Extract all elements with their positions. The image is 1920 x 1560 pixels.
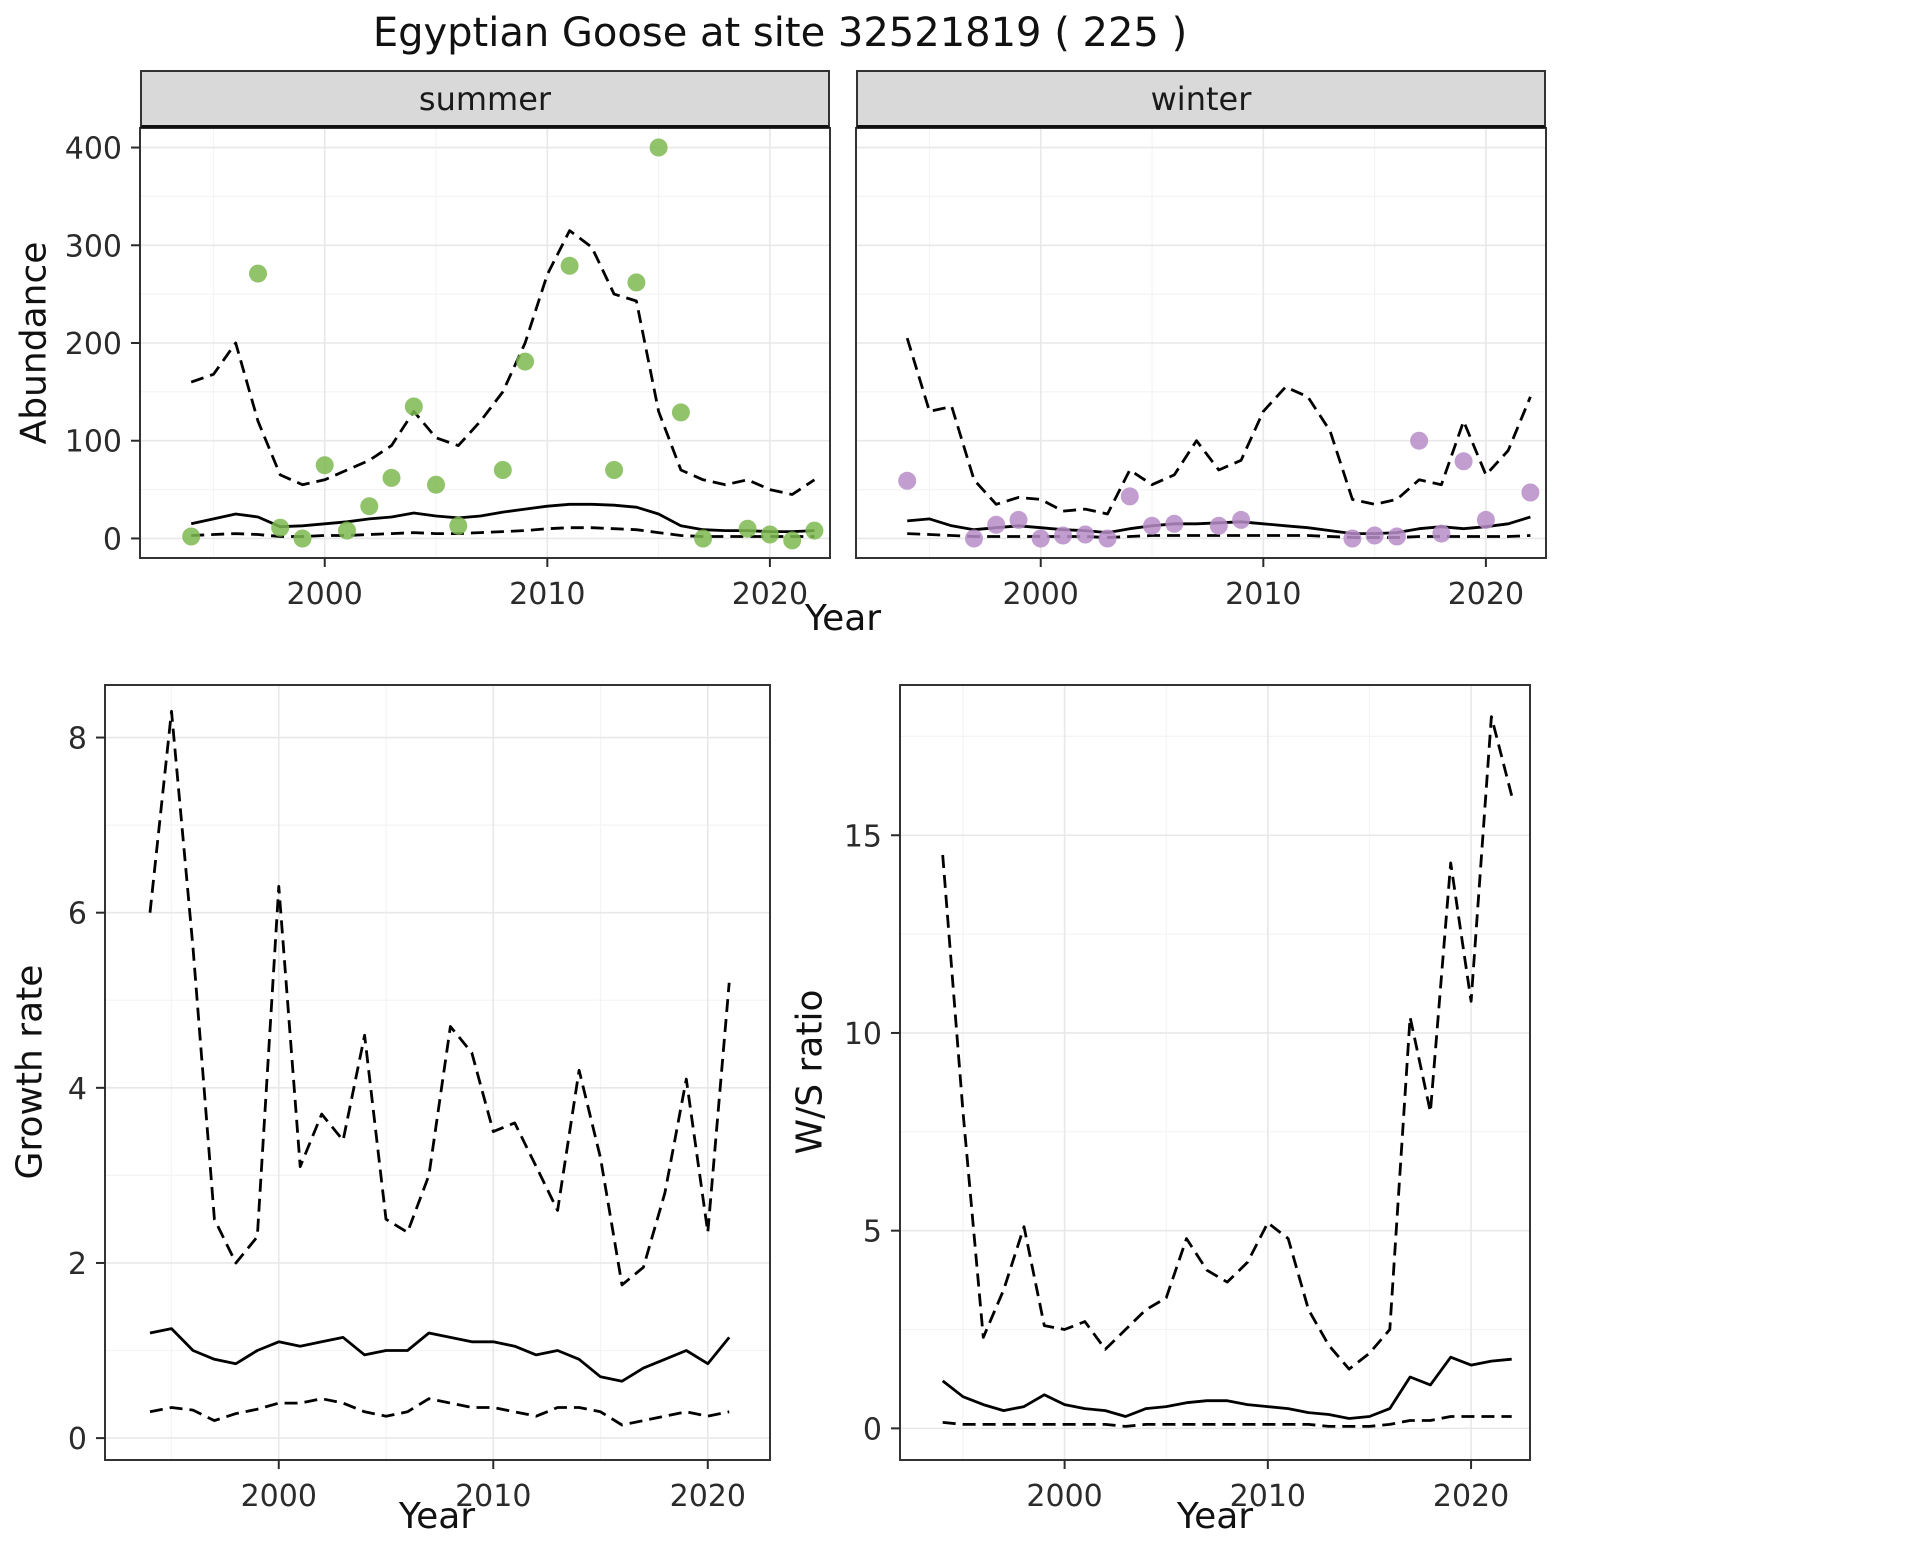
data-point xyxy=(760,525,779,544)
x-tick-label: 2010 xyxy=(1230,1479,1306,1514)
data-point xyxy=(1009,510,1028,529)
data-point xyxy=(1454,452,1473,471)
panel-growth-rate: 2000 2010 2020 0 2 4 6 8 xyxy=(68,684,771,1514)
data-point xyxy=(293,529,312,548)
panel-abundance-winter: 2000 2010 2020 xyxy=(855,127,1547,612)
x-tick-label: 2000 xyxy=(1026,1479,1102,1514)
y-tick-label: 0 xyxy=(68,1422,87,1457)
x-tick-label: 2000 xyxy=(241,1479,317,1514)
data-point xyxy=(1031,529,1050,548)
x-tick-label: 2020 xyxy=(732,577,808,612)
y-axis-label-growth-rate: Growth rate xyxy=(9,964,51,1180)
data-point xyxy=(1432,524,1451,543)
data-point xyxy=(1343,529,1362,548)
upper-ci-line xyxy=(905,337,1532,516)
y-tick-label: 300 xyxy=(65,229,122,264)
y-tick-label: 100 xyxy=(65,425,122,460)
data-point xyxy=(249,264,267,283)
data-point xyxy=(1143,516,1161,535)
data-point xyxy=(1521,483,1540,502)
data-point xyxy=(338,521,356,540)
y-axis-label-abundance: Abundance xyxy=(13,241,55,445)
data-point xyxy=(182,527,201,546)
data-point xyxy=(1098,529,1117,548)
data-point xyxy=(694,529,713,548)
data-point xyxy=(605,461,624,479)
y-tick-label: 0 xyxy=(863,1412,882,1447)
data-point xyxy=(1165,514,1184,533)
data-point xyxy=(493,461,512,479)
data-point xyxy=(516,352,535,371)
data-point xyxy=(1232,510,1251,529)
x-tick-label: 2010 xyxy=(455,1479,531,1514)
y-tick-label: 5 xyxy=(863,1215,882,1250)
upper-ci-line xyxy=(941,715,1514,1371)
x-tick-label: 2000 xyxy=(287,577,363,612)
panel-abundance-summer: 2000 2010 2020 0 100 200 300 400 xyxy=(65,127,831,612)
x-tick-label: 2020 xyxy=(670,1479,746,1514)
data-point xyxy=(271,518,290,537)
data-point xyxy=(382,468,401,487)
y-axis-label-ws-ratio: W/S ratio xyxy=(789,989,831,1155)
x-tick-label: 2010 xyxy=(509,577,585,612)
data-point xyxy=(783,531,802,550)
data-point xyxy=(965,529,983,548)
data-point xyxy=(1120,487,1139,506)
data-point xyxy=(1410,431,1429,450)
data-point xyxy=(987,515,1006,534)
y-tick-label: 10 xyxy=(844,1017,882,1052)
data-point xyxy=(1365,526,1384,545)
x-axis-label-top: Year xyxy=(804,598,882,639)
data-point xyxy=(805,521,824,540)
x-tick-label: 2010 xyxy=(1225,577,1301,612)
median-line xyxy=(190,502,815,533)
x-axis-label-ws-ratio: Year xyxy=(1176,1496,1254,1537)
facet-strip-winter: winter xyxy=(856,70,1546,128)
chart-title: Egyptian Goose at site 32521819 ( 225 ) xyxy=(372,10,1188,56)
data-point xyxy=(1209,516,1228,535)
data-point xyxy=(898,471,917,490)
facet-strip-summer: summer xyxy=(140,70,830,128)
x-axis-label-growth-rate: Year xyxy=(398,1496,476,1537)
x-tick-label: 2020 xyxy=(1433,1479,1509,1514)
data-point xyxy=(449,516,468,535)
y-tick-label: 4 xyxy=(68,1072,87,1107)
lower-ci-line xyxy=(942,1415,1512,1428)
data-point xyxy=(315,456,334,475)
data-point xyxy=(671,403,690,422)
lower-ci-line xyxy=(149,1397,730,1427)
data-point xyxy=(404,397,423,416)
median-line xyxy=(149,1327,731,1383)
y-tick-label: 0 xyxy=(103,522,122,557)
data-point xyxy=(1476,510,1495,529)
x-tick-label: 2000 xyxy=(1003,577,1079,612)
y-tick-label: 2 xyxy=(68,1247,87,1282)
data-point xyxy=(627,273,646,292)
y-tick-label: 6 xyxy=(68,897,87,932)
data-point xyxy=(738,519,757,538)
upper-ci-line xyxy=(148,709,731,1287)
data-point xyxy=(360,497,379,516)
lower-ci-line xyxy=(907,532,1531,539)
data-point xyxy=(560,256,579,275)
data-point xyxy=(427,475,445,494)
x-tick-label: 2020 xyxy=(1448,577,1524,612)
panel-ws-ratio: 2000 2010 2020 0 5 10 15 xyxy=(844,684,1531,1514)
data-point xyxy=(1076,525,1095,544)
y-tick-label: 400 xyxy=(65,132,122,167)
y-tick-label: 15 xyxy=(844,819,882,854)
y-tick-label: 8 xyxy=(68,722,87,757)
data-point xyxy=(1387,527,1406,546)
upper-ci-line xyxy=(190,229,816,496)
median-line xyxy=(941,1355,1512,1420)
y-tick-label: 200 xyxy=(65,327,122,362)
data-point xyxy=(649,138,668,157)
data-point xyxy=(1054,526,1072,545)
